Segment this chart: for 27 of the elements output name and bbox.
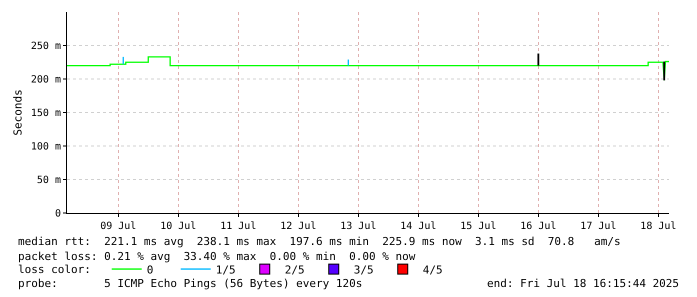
text: median rtt: 221.1 ms avg 238.1 ms max 197.6 ms min 225.9 ms now 3.1 ms sd 70.8 am/s xyxy=(18,235,621,248)
x-tick-label: 12 Jul xyxy=(280,221,316,232)
legend-label: 1/5 xyxy=(216,263,236,276)
x-tick-label: 17 Jul xyxy=(580,221,616,232)
x-tick-label: 15 Jul xyxy=(460,221,496,232)
y-tick-label: 150 m xyxy=(30,108,61,119)
legend-label: 2/5 xyxy=(284,263,305,276)
text: end: Fri Jul 18 16:15:44 2025 xyxy=(487,277,680,290)
text: packet loss: 0.21 % avg 33.40 % max 0.00 % min 0.00 % now xyxy=(18,250,416,263)
legend-label: 3/5 xyxy=(354,263,374,276)
text: probe: 5 ICMP Echo Pings (56 Bytes) every 120s xyxy=(18,277,362,290)
x-tick-label: 14 Jul xyxy=(400,221,436,232)
y-tick-label: 200 m xyxy=(30,74,61,86)
legend-label: 4/5 xyxy=(422,263,443,276)
text: loss color: xyxy=(18,263,91,276)
x-tick-label: 10 Jul xyxy=(160,221,196,232)
legend-label: 0 xyxy=(146,263,154,276)
y-tick-label: 50 m xyxy=(36,175,61,186)
x-tick-label: 18 Jul xyxy=(640,221,676,232)
x-tick-label: 11 Jul xyxy=(220,221,256,232)
y-tick-label: 100 m xyxy=(30,142,61,152)
x-tick-label: 16 Jul xyxy=(520,221,556,232)
x-tick-label: 13 Jul xyxy=(340,221,376,232)
y-tick-label: 0 xyxy=(54,208,61,220)
y-axis-title: Seconds xyxy=(12,89,25,136)
x-tick-label: 09 Jul xyxy=(100,221,136,232)
y-tick-label: 250 m xyxy=(30,41,61,52)
